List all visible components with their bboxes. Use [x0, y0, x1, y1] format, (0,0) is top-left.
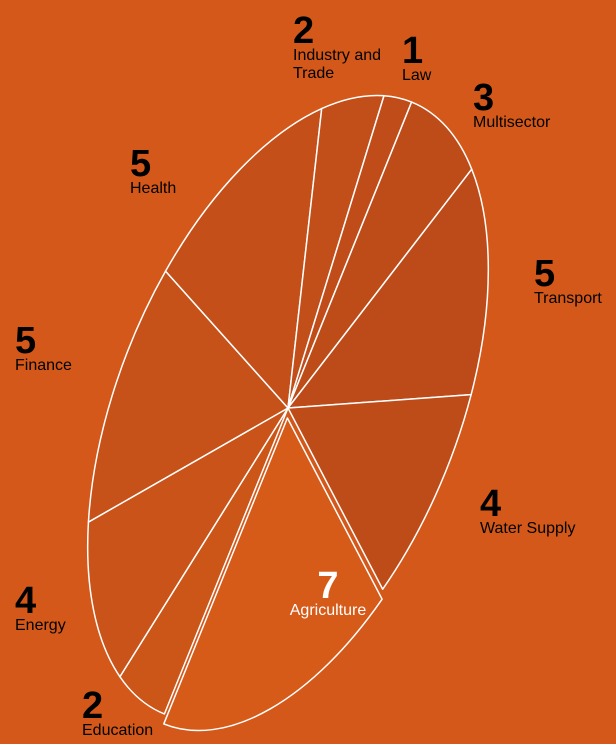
slice-value: 4 — [15, 580, 37, 622]
slice-label: 3 Multisector — [473, 77, 551, 132]
slice-name: Agriculture — [289, 602, 367, 619]
slice-label: 1 Law — [402, 30, 432, 85]
slice-value: 4 — [480, 483, 502, 525]
pie-slice — [87, 270, 289, 523]
pie-slice — [287, 101, 473, 409]
slice-value: 2 — [82, 685, 104, 727]
pie-slice — [287, 393, 472, 590]
slice-name: Law — [402, 67, 432, 84]
slice-value: 5 — [130, 143, 152, 185]
slice-value: 1 — [402, 30, 424, 72]
slice-name: Industry and Trade — [293, 47, 382, 82]
slice-value: 3 — [473, 77, 495, 119]
pie-slice — [86, 407, 289, 678]
slice-name: Finance — [15, 357, 72, 374]
slice-label: 4 Water Supply — [480, 483, 576, 538]
slice-name: Health — [130, 180, 177, 197]
slice-value: 5 — [15, 320, 37, 362]
slice-value: 2 — [293, 10, 315, 52]
slice-name: Water Supply — [480, 520, 576, 537]
slice-name: Multisector — [473, 114, 551, 131]
slice-value: 5 — [534, 253, 556, 295]
slice-value: 7 — [317, 565, 339, 607]
slice-name: Energy — [15, 617, 66, 634]
slice-label: 4 Energy — [15, 580, 66, 635]
slice-name: Education — [82, 722, 154, 739]
slice-label: 2 Education — [82, 685, 154, 740]
slice-label: 5 Health — [130, 143, 177, 198]
slice-label: 2 Industry and Trade — [293, 10, 383, 83]
pie-slice — [163, 417, 383, 732]
pie-slice — [164, 107, 323, 409]
slice-label: 5 Finance — [15, 320, 72, 375]
slice-label: 5 Transport — [534, 253, 602, 308]
pie-slice — [287, 168, 490, 409]
slice-name: Transport — [534, 290, 602, 307]
slice-label: 7 Agriculture — [268, 565, 388, 620]
